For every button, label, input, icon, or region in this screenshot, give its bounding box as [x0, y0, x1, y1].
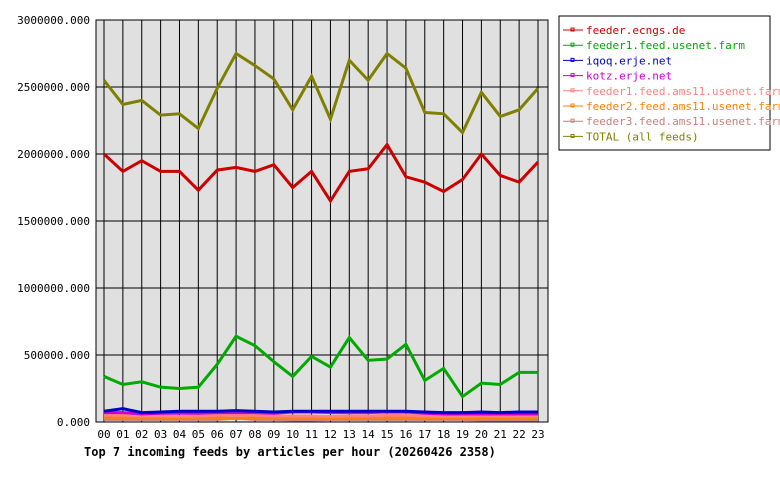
legend-label: iqoq.erje.net — [586, 54, 672, 67]
legend-item: feeder2.feed.ams11.usenet.farm — [563, 100, 780, 113]
legend-marker — [570, 133, 575, 138]
legend-item: feeder.ecngs.de — [563, 24, 685, 37]
x-tick-label: 23 — [531, 428, 544, 441]
legend-marker — [570, 118, 575, 123]
legend-item: feeder1.feed.usenet.farm — [563, 39, 745, 52]
series-line-feeder-ecngs-de — [102, 141, 540, 204]
legend-label: feeder1.feed.ams11.usenet.farm — [586, 85, 780, 98]
x-tick-label: 19 — [456, 428, 469, 441]
x-tick-label: 03 — [154, 428, 167, 441]
legend-marker — [570, 103, 575, 108]
series-line-iqoq-erje-net — [103, 407, 538, 415]
x-tick-label: 06 — [211, 428, 224, 441]
x-tick-label: 16 — [399, 428, 412, 441]
x-tick-label: 18 — [437, 428, 450, 441]
x-tick-label: 07 — [229, 428, 242, 441]
legend-item: feeder1.feed.ams11.usenet.farm — [563, 85, 780, 98]
x-tick-label: 00 — [97, 428, 110, 441]
y-tick-label: 1000000.000 — [17, 282, 90, 295]
y-tick-label: 1500000.000 — [17, 215, 90, 228]
x-tick-label: 22 — [513, 428, 526, 441]
legend-marker — [570, 88, 575, 93]
x-tick-label: 13 — [343, 428, 356, 441]
legend-marker — [570, 42, 575, 47]
grid — [96, 19, 548, 423]
legend-item: iqoq.erje.net — [563, 54, 672, 67]
series-lines — [102, 51, 540, 422]
legend-box — [558, 15, 771, 151]
legend-label: kotz.erje.net — [586, 70, 672, 83]
x-tick-labels: 00 01 02 03 04 05 06 07 08 09 10 11 12 13 14 15 16 17 18 19… — [97, 428, 544, 441]
y-tick-label: 500000.000 — [24, 349, 90, 362]
legend-label: feeder1.feed.usenet.farm — [586, 39, 745, 52]
chart-title: Top 7 incoming feeds by articles per hou… — [84, 445, 496, 459]
series-line-feeder1-feed-usenet-farm — [103, 334, 538, 399]
x-tick-label: 11 — [305, 428, 318, 441]
legend-item: kotz.erje.net — [563, 70, 672, 83]
series-line-total-all-feeds- — [102, 51, 540, 136]
x-tick-label: 14 — [362, 428, 376, 441]
x-tick-label: 10 — [286, 428, 299, 441]
legend-item: TOTAL (all feeds) — [563, 130, 699, 143]
series-line-feeder1-feed-ams11-usenet-farm — [104, 413, 538, 419]
x-tick-label: 05 — [192, 428, 205, 441]
y-tick-label: 0.000 — [57, 416, 90, 429]
x-tick-label: 15 — [380, 428, 393, 441]
x-tick-label: 12 — [324, 428, 337, 441]
legend-marker — [570, 57, 575, 62]
x-tick-label: 17 — [418, 428, 431, 441]
y-tick-label: 3000000.000 — [17, 14, 90, 27]
legend-marker — [570, 73, 575, 78]
legend-marker — [570, 27, 575, 32]
y-tick-label: 2500000.000 — [17, 81, 90, 94]
y-tick-labels: 0.000 500000.000 1000000.000 1500000.000 200… — [17, 14, 90, 429]
x-tick-label: 09 — [267, 428, 280, 441]
legend-label: feeder3.feed.ams11.usenet.farm — [586, 115, 780, 128]
x-tick-label: 04 — [173, 428, 187, 441]
x-tick-label: 20 — [475, 428, 488, 441]
y-tick-label: 2000000.000 — [17, 148, 90, 161]
x-tick-label: 01 — [116, 428, 129, 441]
legend: feeder.ecngs.de feeder1.feed.usenet.farm i… — [563, 24, 780, 143]
x-tick-label: 02 — [135, 428, 148, 441]
x-tick-label: 08 — [248, 428, 261, 441]
legend-label: TOTAL (all feeds) — [586, 130, 699, 143]
legend-item: feeder3.feed.ams11.usenet.farm — [563, 115, 780, 128]
legend-label: feeder2.feed.ams11.usenet.farm — [586, 100, 780, 113]
legend-label: feeder.ecngs.de — [586, 24, 685, 37]
x-tick-label: 21 — [494, 428, 507, 441]
